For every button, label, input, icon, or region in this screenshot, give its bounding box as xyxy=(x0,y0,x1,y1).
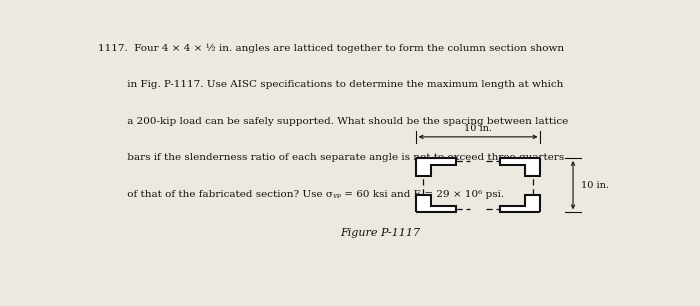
Polygon shape xyxy=(500,158,540,176)
Polygon shape xyxy=(500,195,540,212)
Text: bars if the slenderness ratio of each separate angle is not to exceed three-quar: bars if the slenderness ratio of each se… xyxy=(98,153,565,162)
Polygon shape xyxy=(416,158,456,176)
Text: in Fig. P-1117. Use AISC specifications to determine the maximum length at which: in Fig. P-1117. Use AISC specifications … xyxy=(98,80,564,89)
Text: of that of the fabricated section? Use σᵧₚ = 60 ksi and E = 29 × 10⁶ psi.: of that of the fabricated section? Use σ… xyxy=(98,190,505,199)
Text: 1117.  Four 4 × 4 × ½ in. angles are latticed together to form the column sectio: 1117. Four 4 × 4 × ½ in. angles are latt… xyxy=(98,44,564,53)
Polygon shape xyxy=(416,195,456,212)
Text: Figure P-1117: Figure P-1117 xyxy=(340,228,420,237)
Text: 10 in.: 10 in. xyxy=(581,181,609,190)
Text: 10 in.: 10 in. xyxy=(464,124,492,133)
Text: a 200-kip load can be safely supported. What should be the spacing between latti: a 200-kip load can be safely supported. … xyxy=(98,117,568,126)
